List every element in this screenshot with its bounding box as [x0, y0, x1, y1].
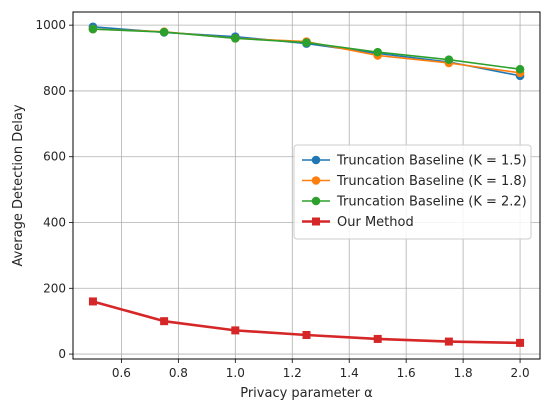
data-point	[444, 55, 454, 64]
data-point	[444, 337, 453, 346]
data-point	[88, 297, 97, 306]
legend-label: Our Method	[337, 215, 414, 230]
legend-label: Truncation Baseline (K = 1.5)	[336, 154, 527, 169]
data-point	[373, 334, 382, 343]
data-point	[515, 64, 525, 74]
data-point	[160, 317, 169, 326]
y-axis-label: Average Detection Delay	[11, 104, 26, 266]
x-tick-label: 1.6	[397, 366, 416, 380]
legend-marker	[312, 217, 320, 226]
legend-box	[293, 144, 532, 240]
x-tick-label: 0.8	[169, 366, 188, 380]
x-tick-label: 1.4	[340, 366, 359, 380]
x-axis-label: Privacy parameter α	[240, 386, 373, 401]
data-point	[231, 326, 240, 335]
legend-marker	[311, 176, 321, 185]
y-tick-label: 0	[58, 347, 66, 361]
series-group	[88, 22, 525, 347]
series-line	[92, 26, 521, 77]
data-point	[159, 27, 169, 37]
data-point	[302, 38, 311, 47]
legend-label: Truncation Baseline (K = 2.2)	[336, 195, 527, 210]
series-line	[92, 28, 521, 74]
y-tick-label: 200	[43, 281, 66, 295]
series-truncation-baseline-k-1-8	[88, 24, 525, 78]
x-tick-label: 0.6	[112, 366, 131, 380]
data-point	[373, 47, 382, 57]
legend-marker	[311, 196, 321, 206]
y-tick-label: 600	[43, 150, 66, 164]
legend-marker	[311, 155, 321, 165]
data-point	[302, 330, 311, 339]
legend: Truncation Baseline (K = 1.5) Truncation …	[293, 144, 532, 240]
x-tick-label: 1.0	[226, 366, 245, 380]
data-point	[231, 34, 240, 43]
data-point	[516, 338, 525, 347]
y-axis-ticks: 0 200 400 600 800 1000	[35, 18, 73, 361]
series-our-method	[88, 297, 525, 347]
y-tick-label: 1000	[35, 18, 66, 32]
y-tick-label: 800	[43, 84, 66, 98]
x-tick-label: 1.2	[283, 366, 302, 380]
data-point	[88, 24, 98, 34]
plot-frame	[72, 11, 541, 360]
x-tick-label: 2.0	[511, 366, 530, 380]
y-tick-label: 400	[43, 216, 66, 230]
series-truncation-baseline-k-2-2	[88, 24, 525, 74]
legend-label: Truncation Baseline (K = 1.8)	[336, 174, 527, 189]
x-tick-label: 1.8	[454, 366, 473, 380]
x-axis-ticks: 0.6 0.8 1.0 1.2 1.4 1.6 1.8 2.0	[112, 359, 530, 380]
